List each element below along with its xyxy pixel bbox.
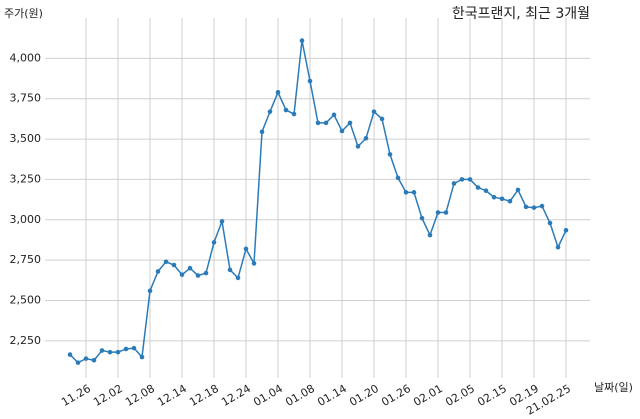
point [419, 215, 425, 221]
point [411, 190, 417, 195]
y-tick-label: 2,500 [10, 294, 42, 307]
x-tick-label: 01.20 [347, 382, 381, 409]
point [379, 116, 385, 122]
y-tick-label: 2,750 [10, 253, 42, 266]
x-tick-label: 12.14 [155, 382, 189, 409]
point [275, 89, 281, 95]
y-tick-label: 2,250 [10, 334, 42, 347]
point [443, 210, 449, 215]
x-tick-label: 01.08 [283, 382, 317, 409]
point [203, 270, 209, 276]
point [99, 348, 105, 353]
point [515, 187, 521, 193]
point [531, 205, 537, 210]
point [339, 128, 345, 134]
y-axis-label: 주가(원) [4, 7, 43, 20]
point [395, 175, 401, 181]
point [179, 272, 185, 277]
y-tick-label: 3,500 [10, 132, 42, 145]
point [131, 345, 137, 351]
point [355, 144, 361, 149]
x-tick-label: 01.26 [379, 382, 413, 409]
x-tick-label: 12.24 [219, 382, 253, 409]
x-tick-label: 12.02 [91, 382, 125, 409]
point [83, 356, 89, 361]
point [195, 273, 201, 278]
x-tick-label: 01.14 [315, 382, 349, 409]
point [483, 188, 489, 194]
point [107, 349, 113, 355]
point [243, 246, 249, 252]
point [219, 219, 225, 224]
point [427, 232, 433, 238]
point [163, 259, 169, 265]
point [435, 210, 441, 215]
point [523, 204, 529, 210]
point [235, 275, 241, 281]
point [539, 203, 545, 209]
point [187, 265, 193, 271]
y-tick-label: 3,000 [10, 213, 42, 226]
point [331, 112, 337, 118]
point [123, 346, 129, 352]
x-tick-label: 02.05 [443, 382, 477, 409]
point [259, 129, 265, 135]
point [387, 152, 393, 157]
point [139, 354, 145, 360]
line [69, 40, 567, 364]
point [251, 261, 257, 266]
point [267, 109, 273, 114]
point [451, 181, 457, 186]
point [291, 111, 297, 117]
point [467, 177, 473, 182]
point [283, 107, 289, 113]
point [347, 120, 353, 126]
point [507, 198, 513, 204]
y-tick-label: 3,250 [10, 172, 42, 185]
point [371, 109, 377, 114]
point [475, 185, 481, 190]
y-tick-label: 4,000 [10, 51, 42, 64]
point [403, 190, 409, 195]
point [211, 240, 217, 245]
point [91, 357, 97, 363]
x-tick-label: 12.08 [123, 382, 157, 409]
point [67, 352, 73, 357]
y-tick-label: 3,750 [10, 92, 42, 105]
point [307, 78, 313, 84]
point [459, 177, 465, 182]
point [547, 220, 553, 226]
point [155, 269, 161, 274]
point [227, 267, 233, 273]
x-tick-label: 01.04 [251, 382, 285, 409]
point [563, 227, 569, 233]
x-tick-label: 11.26 [59, 382, 93, 409]
x-axis-label: 날짜(일) [594, 380, 633, 394]
point [363, 135, 369, 141]
point [115, 349, 121, 355]
point [299, 38, 305, 43]
x-tick-label: 02.15 [475, 382, 509, 409]
point [499, 196, 505, 202]
x-tick-label: 02.01 [411, 382, 445, 409]
point [555, 244, 561, 250]
x-tick-label: 12.18 [187, 382, 221, 409]
point [323, 120, 329, 126]
point [147, 288, 153, 294]
chart-title: 한국프랜지, 최근 3개월 [452, 6, 590, 22]
point [171, 262, 177, 268]
point [75, 360, 81, 365]
point [315, 120, 321, 126]
point [491, 194, 497, 200]
